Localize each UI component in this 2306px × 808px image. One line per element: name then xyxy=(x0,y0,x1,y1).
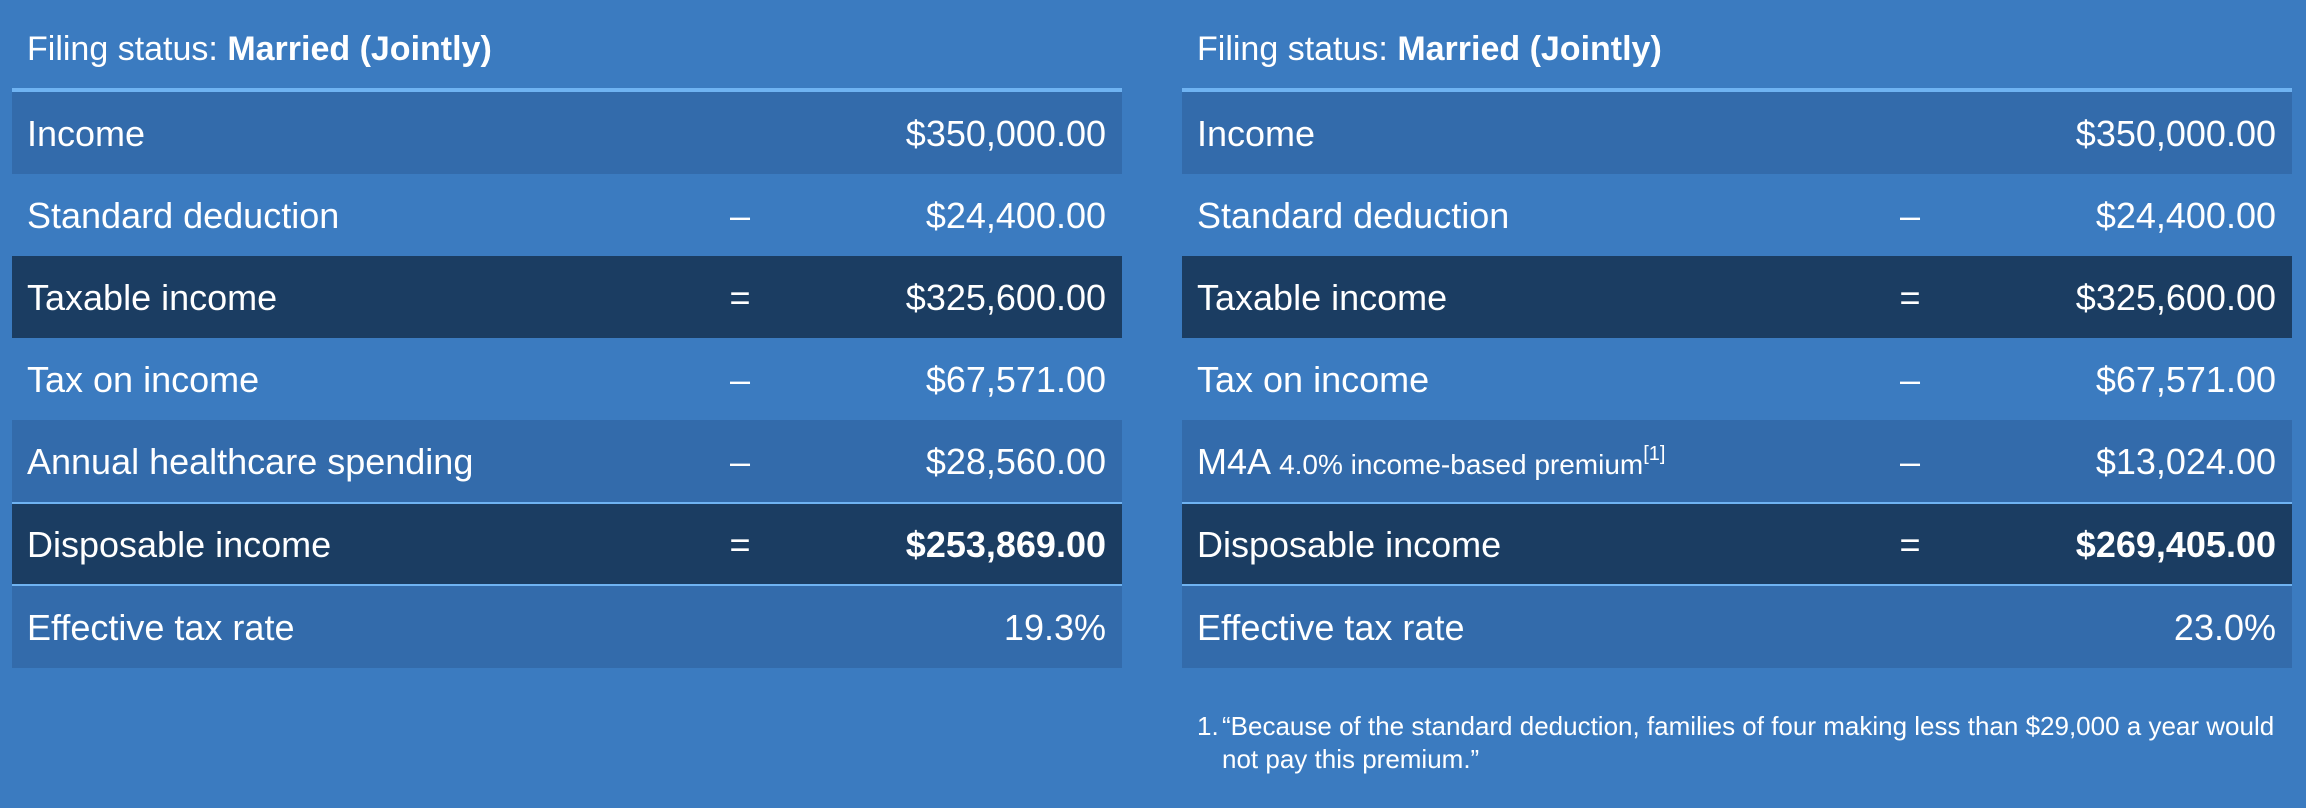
filing-status-label: Filing status: xyxy=(27,30,228,68)
tax-comparison-left: Filing status: Married (Jointly) Income … xyxy=(12,0,1122,668)
row-operator: – xyxy=(1899,441,1921,482)
row-amount: $67,571.00 xyxy=(925,359,1106,400)
taxable-income-row: Taxable income = $325,600.00 xyxy=(12,256,1122,338)
row-operator: – xyxy=(729,441,751,482)
row-operator: = xyxy=(729,277,751,318)
filing-status-value: Married (Jointly) xyxy=(1397,30,1662,68)
effective-tax-rate-row: Effective tax rate 23.0% xyxy=(1182,586,2292,668)
row-amount: $325,600.00 xyxy=(905,277,1106,318)
taxable-income-row: Taxable income = $325,600.00 xyxy=(1182,256,2292,338)
filing-status-value: Married (Jointly) xyxy=(227,30,492,68)
row-label: Disposable income xyxy=(1197,524,1502,565)
income-row: Income $350,000.00 xyxy=(12,92,1122,174)
row-amount: $24,400.00 xyxy=(925,195,1106,236)
income-row: Income $350,000.00 xyxy=(1182,92,2292,174)
row-label: M4A 4.0% income-based premium[1] xyxy=(1197,441,1665,483)
row-label: Effective tax rate xyxy=(27,607,295,648)
row-amount: 19.3% xyxy=(1003,607,1106,648)
premium-description: 4.0% income-based premium xyxy=(1279,449,1644,480)
row-label: Tax on income xyxy=(27,359,260,400)
row-operator: – xyxy=(1899,359,1921,400)
row-amount: $350,000.00 xyxy=(905,113,1106,154)
row-amount: $67,571.00 xyxy=(2095,359,2276,400)
standard-deduction-row: Standard deduction – $24,400.00 xyxy=(12,174,1122,256)
footnote-number: 1. xyxy=(1197,711,1219,741)
row-label: Standard deduction xyxy=(1197,195,1510,236)
row-label: Annual healthcare spending xyxy=(27,441,474,482)
disposable-income-row: Disposable income = $269,405.00 xyxy=(1182,502,2292,586)
row-amount: $253,869.00 xyxy=(905,524,1106,565)
standard-deduction-row: Standard deduction – $24,400.00 xyxy=(1182,174,2292,256)
row-amount: $350,000.00 xyxy=(2075,113,2276,154)
row-label: Disposable income xyxy=(27,524,332,565)
tax-comparison-right: Filing status: Married (Jointly) Income … xyxy=(1182,0,2292,774)
row-operator: = xyxy=(1899,277,1921,318)
m4a-label: M4A xyxy=(1197,441,1270,482)
row-operator: – xyxy=(729,195,751,236)
row-label: Tax on income xyxy=(1197,359,1430,400)
row-label: Effective tax rate xyxy=(1197,607,1465,648)
row-operator: – xyxy=(1899,195,1921,236)
m4a-premium-row: M4A 4.0% income-based premium[1] – $13,0… xyxy=(1182,420,2292,502)
healthcare-spending-row: Annual healthcare spending – $28,560.00 xyxy=(12,420,1122,502)
row-amount: $325,600.00 xyxy=(2075,277,2276,318)
row-label: Taxable income xyxy=(1197,277,1448,318)
footnote-ref-link[interactable]: [1] xyxy=(1643,443,1666,465)
row-label: Income xyxy=(27,113,146,154)
row-label: Taxable income xyxy=(27,277,278,318)
row-amount: $28,560.00 xyxy=(925,441,1106,482)
effective-tax-rate-row: Effective tax rate 19.3% xyxy=(12,586,1122,668)
row-label: Standard deduction xyxy=(27,195,340,236)
row-operator: = xyxy=(1899,524,1921,565)
row-amount: $269,405.00 xyxy=(2075,524,2276,565)
footnote: 1. “Because of the standard deduction, f… xyxy=(1197,710,2277,776)
row-amount: 23.0% xyxy=(2173,607,2276,648)
footnote-text: “Because of the standard deduction, fami… xyxy=(1222,711,2275,774)
row-operator: – xyxy=(729,359,751,400)
disposable-income-row: Disposable income = $253,869.00 xyxy=(12,502,1122,586)
row-operator: = xyxy=(729,524,751,565)
tax-on-income-row: Tax on income – $67,571.00 xyxy=(1182,338,2292,420)
row-amount: $24,400.00 xyxy=(2095,195,2276,236)
row-amount: $13,024.00 xyxy=(2095,441,2276,482)
filing-status: Filing status: Married (Jointly) xyxy=(1182,0,2292,92)
filing-status: Filing status: Married (Jointly) xyxy=(12,0,1122,92)
filing-status-label: Filing status: xyxy=(1197,30,1398,68)
tax-on-income-row: Tax on income – $67,571.00 xyxy=(12,338,1122,420)
row-label: Income xyxy=(1197,113,1316,154)
